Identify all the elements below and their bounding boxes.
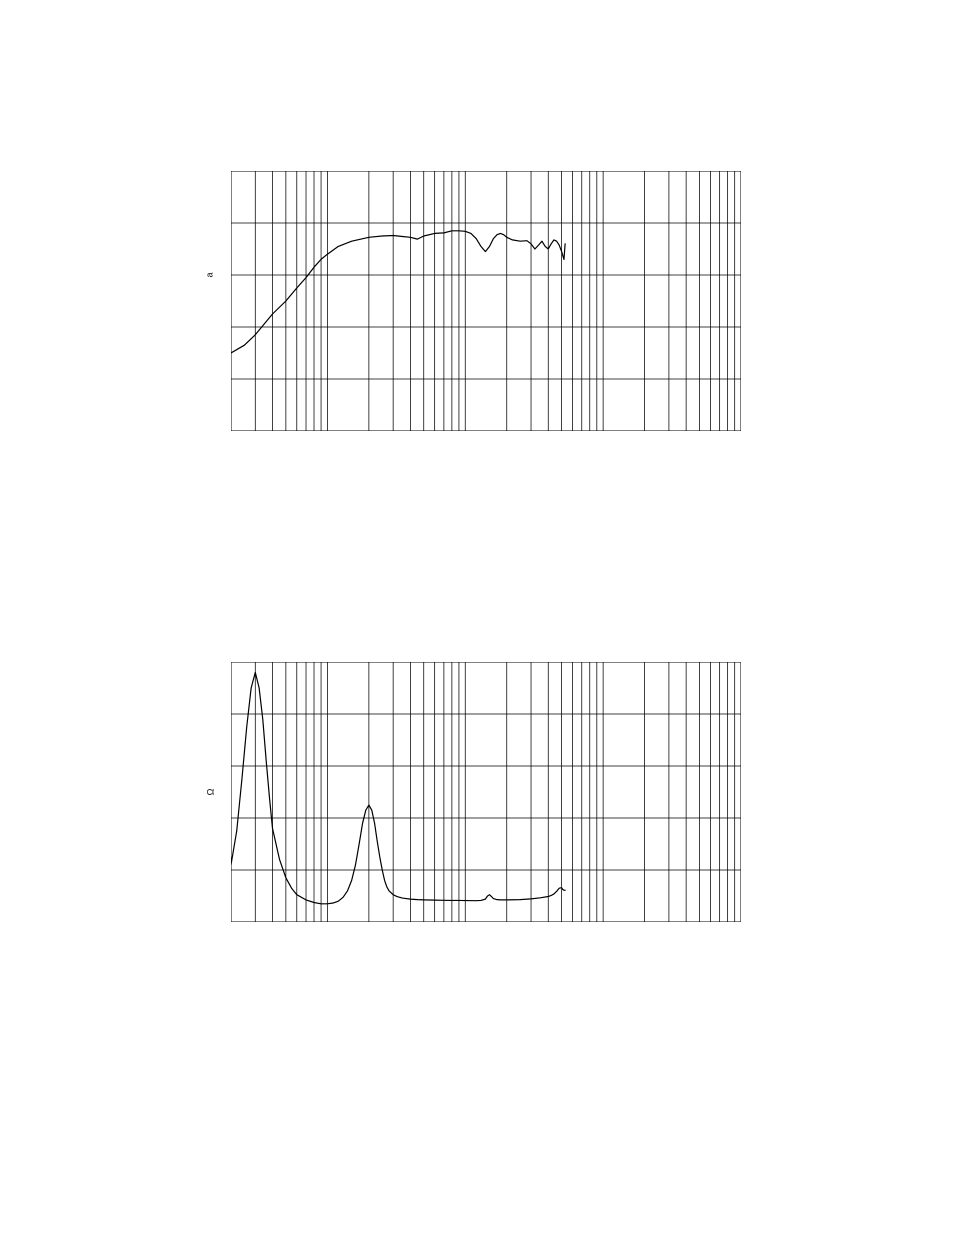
grid <box>231 171 741 431</box>
chart1-ylabel: a <box>205 272 215 277</box>
page: a Ω <box>0 0 954 1235</box>
grid <box>231 662 741 922</box>
frequency-response-chart: a <box>231 171 741 431</box>
chart-svg <box>231 171 741 431</box>
chart-svg <box>231 662 741 922</box>
series-impedance <box>231 672 565 903</box>
series-response <box>231 231 565 353</box>
impedance-chart: Ω <box>231 662 741 922</box>
chart-border <box>231 171 741 431</box>
chart-border <box>231 662 741 922</box>
chart2-ylabel: Ω <box>205 788 215 795</box>
